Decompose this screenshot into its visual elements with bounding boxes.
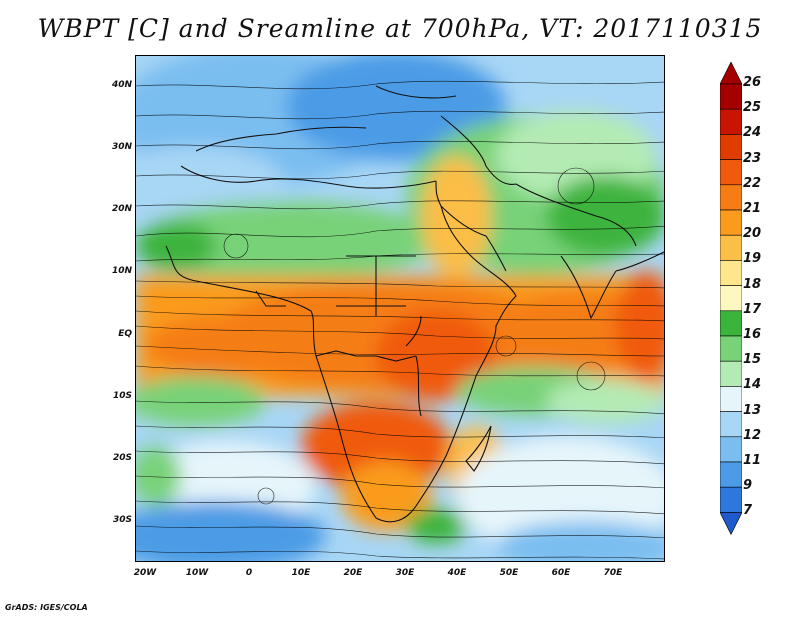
colorbar-swatch (720, 285, 742, 312)
colorbar-level-label: 18 (743, 276, 762, 292)
colorbar-level-label: 23 (743, 150, 762, 166)
lon-label: 60E (551, 568, 571, 578)
coastlines (165, 85, 664, 523)
colorbar-level-label: 13 (743, 402, 762, 418)
lon-label: 20W (133, 568, 157, 578)
colorbar-level-label: 19 (743, 251, 762, 267)
colorbar-level-label: 22 (743, 175, 762, 191)
lat-label: 30S (112, 515, 132, 525)
colorbar-swatch (720, 159, 742, 186)
lon-label: 20E (343, 568, 363, 578)
lat-label: 20S (112, 453, 132, 463)
colorbar-level-label: 20 (743, 226, 762, 242)
colorbar-swatch (720, 184, 742, 211)
credit-text: GrADS: IGES/COLA (5, 603, 88, 612)
lat-label: EQ (118, 329, 132, 339)
colorbar-swatch (720, 234, 742, 261)
colorbar-level-label: 12 (743, 427, 762, 443)
colorbar-swatch (720, 335, 742, 362)
colorbar-level-label: 16 (743, 327, 762, 342)
colorbar-swatch (720, 461, 742, 488)
colorbar-level-label: 7 (743, 503, 753, 519)
map-panel (135, 55, 665, 562)
lon-label: 70E (603, 568, 623, 578)
streamlines (136, 80, 664, 560)
colorbar-level-label: 26 (743, 75, 762, 90)
lat-label: 10S (112, 391, 132, 401)
wbpt-field (136, 56, 664, 561)
lat-label: 10N (111, 266, 132, 276)
colorbar-swatch (720, 310, 742, 337)
colorbar-swatch (720, 260, 742, 286)
colorbar-level-label: 14 (743, 377, 762, 393)
colorbar-level-label: 17 (743, 301, 762, 317)
lat-label: 40N (111, 80, 132, 90)
lon-label: 10E (291, 568, 311, 578)
lon-label: 50E (499, 568, 519, 578)
lon-label: 40E (447, 568, 467, 578)
colorbar (720, 62, 742, 536)
lon-label: 0 (245, 568, 253, 578)
colorbar-swatch (720, 411, 742, 438)
lat-label: 20N (111, 204, 132, 214)
colorbar-level-label: 9 (743, 478, 753, 494)
colorbar-swatch (720, 436, 742, 463)
colorbar-top-arrow (720, 62, 742, 85)
colorbar-level-label: 25 (743, 100, 762, 116)
lat-label: 30N (111, 142, 132, 152)
colorbar-bottom-arrow (720, 512, 742, 536)
colorbar-swatch (720, 108, 742, 135)
colorbar-level-label: 15 (743, 352, 762, 368)
wbpt-streamline-map (136, 56, 664, 561)
map-title: WBPT [C] and Sreamline at 700hPa, VT: 20… (37, 14, 763, 43)
colorbar-swatch (720, 360, 742, 387)
colorbar-swatch (720, 386, 742, 412)
lon-label: 10W (185, 568, 209, 578)
colorbar-swatch (720, 486, 742, 513)
colorbar-level-label: 24 (743, 125, 762, 141)
lon-label: 30E (395, 568, 415, 578)
colorbar-level-label: 11 (743, 453, 762, 468)
colorbar-level-label: 21 (743, 201, 762, 216)
colorbar-swatch (720, 134, 742, 160)
colorbar-swatch (720, 83, 742, 110)
colorbar-swatch (720, 209, 742, 236)
